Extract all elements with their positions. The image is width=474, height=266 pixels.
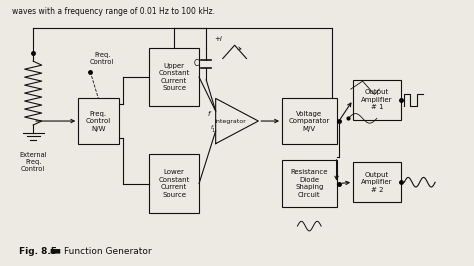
Text: ■■: ■■	[50, 249, 62, 254]
Bar	[353, 80, 401, 120]
Text: Output
Amplifier
# 2: Output Amplifier # 2	[361, 172, 392, 193]
Text: f: f	[207, 111, 210, 117]
Text: f: f	[211, 125, 213, 130]
Text: Resistance
Diode
Shaping
Circuit: Resistance Diode Shaping Circuit	[291, 169, 328, 198]
Text: Integrator: Integrator	[215, 119, 246, 123]
Bar	[149, 48, 199, 106]
Text: +i: +i	[214, 36, 222, 41]
Text: Voltage
Comparator
M/V: Voltage Comparator M/V	[289, 111, 330, 131]
Text: Lower
Constant
Current
Source: Lower Constant Current Source	[158, 169, 190, 198]
Bar	[282, 98, 337, 144]
Text: Output
Amplifier
# 1: Output Amplifier # 1	[361, 89, 392, 110]
Text: Function Generator: Function Generator	[64, 247, 152, 256]
Text: Fig. 8.5: Fig. 8.5	[19, 247, 57, 256]
Bar	[78, 98, 118, 144]
Bar	[149, 154, 199, 213]
Text: waves with a frequency range of 0.01 Hz to 100 kHz.: waves with a frequency range of 0.01 Hz …	[12, 7, 215, 16]
Text: 1: 1	[212, 128, 215, 132]
Text: Freq.
Control
N/W: Freq. Control N/W	[86, 111, 111, 131]
Text: External
Freq.
Control: External Freq. Control	[19, 152, 47, 172]
Text: Freq.
Control: Freq. Control	[90, 52, 114, 65]
Text: C: C	[193, 59, 199, 68]
Bar	[282, 160, 337, 207]
Bar	[353, 162, 401, 202]
Text: Upper
Constant
Current
Source: Upper Constant Current Source	[158, 63, 190, 92]
